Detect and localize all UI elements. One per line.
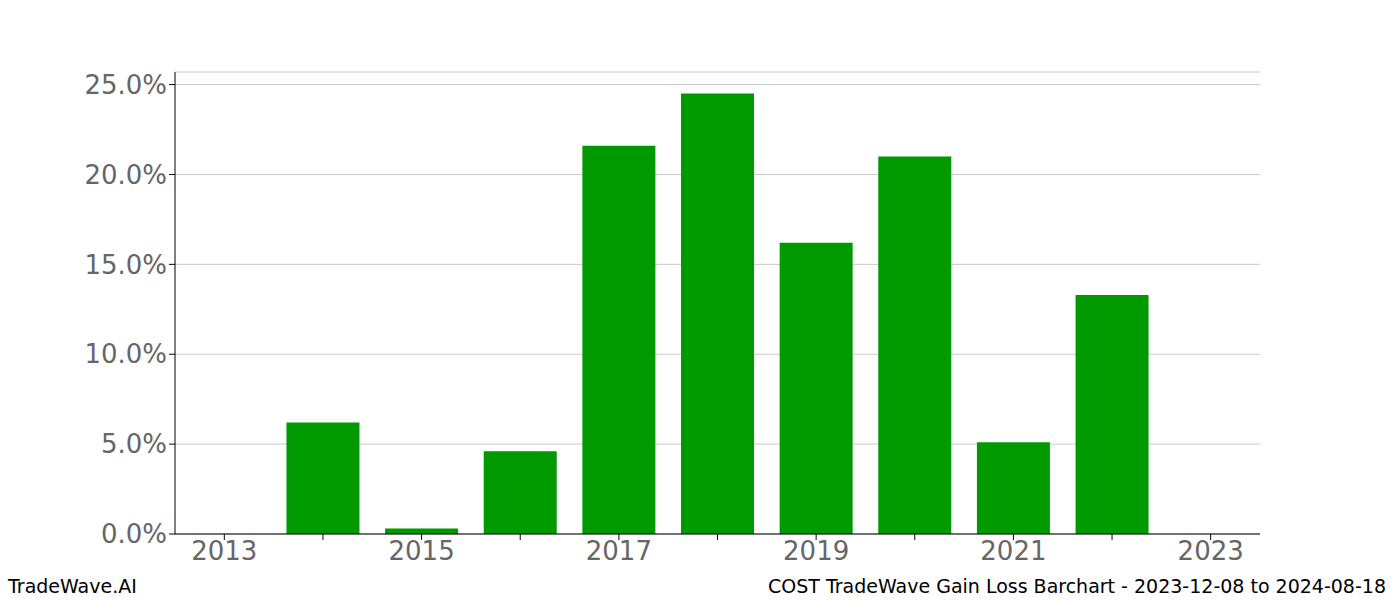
svg-text:10.0%: 10.0%: [84, 339, 167, 369]
svg-text:20.0%: 20.0%: [84, 160, 167, 190]
svg-text:5.0%: 5.0%: [101, 429, 167, 459]
svg-text:2019: 2019: [783, 536, 849, 566]
html-text:COST TradeWave Gain Loss Barch: COST TradeWave Gain Loss Barchart - 2023…: [768, 575, 1386, 597]
svg-text:2015: 2015: [389, 536, 455, 566]
svg-text:2021: 2021: [980, 536, 1046, 566]
svg-text:2017: 2017: [586, 536, 652, 566]
svg-text:0.0%: 0.0%: [101, 519, 167, 549]
svg-text:2023: 2023: [1178, 536, 1244, 566]
svg-text:2013: 2013: [191, 536, 257, 566]
html-text:TradeWave.AI: TradeWave.AI: [8, 575, 137, 597]
svg-text:25.0%: 25.0%: [84, 70, 167, 100]
svg-text:15.0%: 15.0%: [84, 250, 167, 280]
